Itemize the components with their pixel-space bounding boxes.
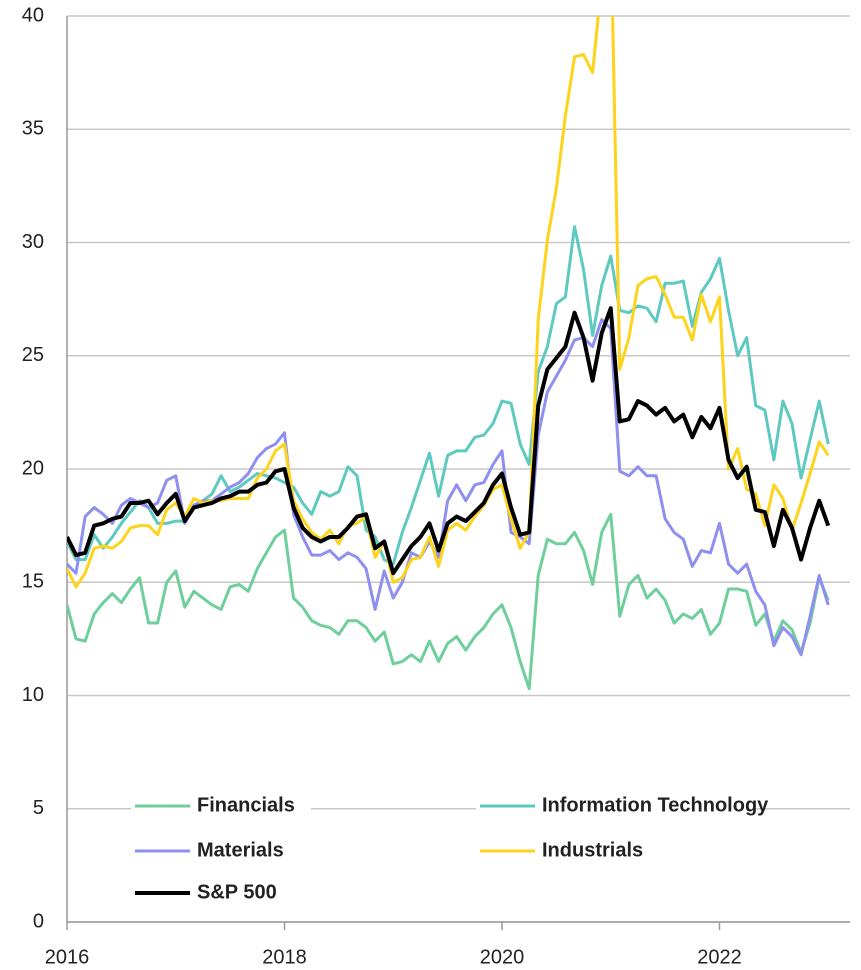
y-tick-label: 0 [33,910,44,932]
y-tick-label: 35 [22,118,44,140]
x-tick-label: 2022 [697,946,742,968]
legend-label: Financials [197,794,295,816]
y-tick-label: 15 [22,571,44,593]
series-line [67,318,830,657]
x-tick-label: 2018 [262,946,307,968]
y-tick-label: 10 [22,684,44,706]
y-tick-label: 40 [22,4,44,26]
x-tick-label: 2016 [45,946,90,968]
y-tick-label: 20 [22,457,44,479]
series-line [67,306,831,576]
legend-label: Materials [197,839,284,861]
x-tick-label: 2020 [480,946,525,968]
y-tick-label: 25 [22,344,44,366]
axes: 0 5 10 15 20 25 30 35 40 2016 2018 2020 2022 [22,4,742,968]
legend-label: S&P 500 [197,881,277,903]
series-line [67,16,830,589]
y-tick-label: 30 [22,231,44,253]
legend: Financials Information Technology Material… [131,789,769,910]
y-tick-label: 5 [33,797,44,819]
series-line [67,512,830,691]
legend-label: Information Technology [542,794,769,816]
legend-label: Industrials [542,839,643,861]
plot-area [67,16,831,691]
